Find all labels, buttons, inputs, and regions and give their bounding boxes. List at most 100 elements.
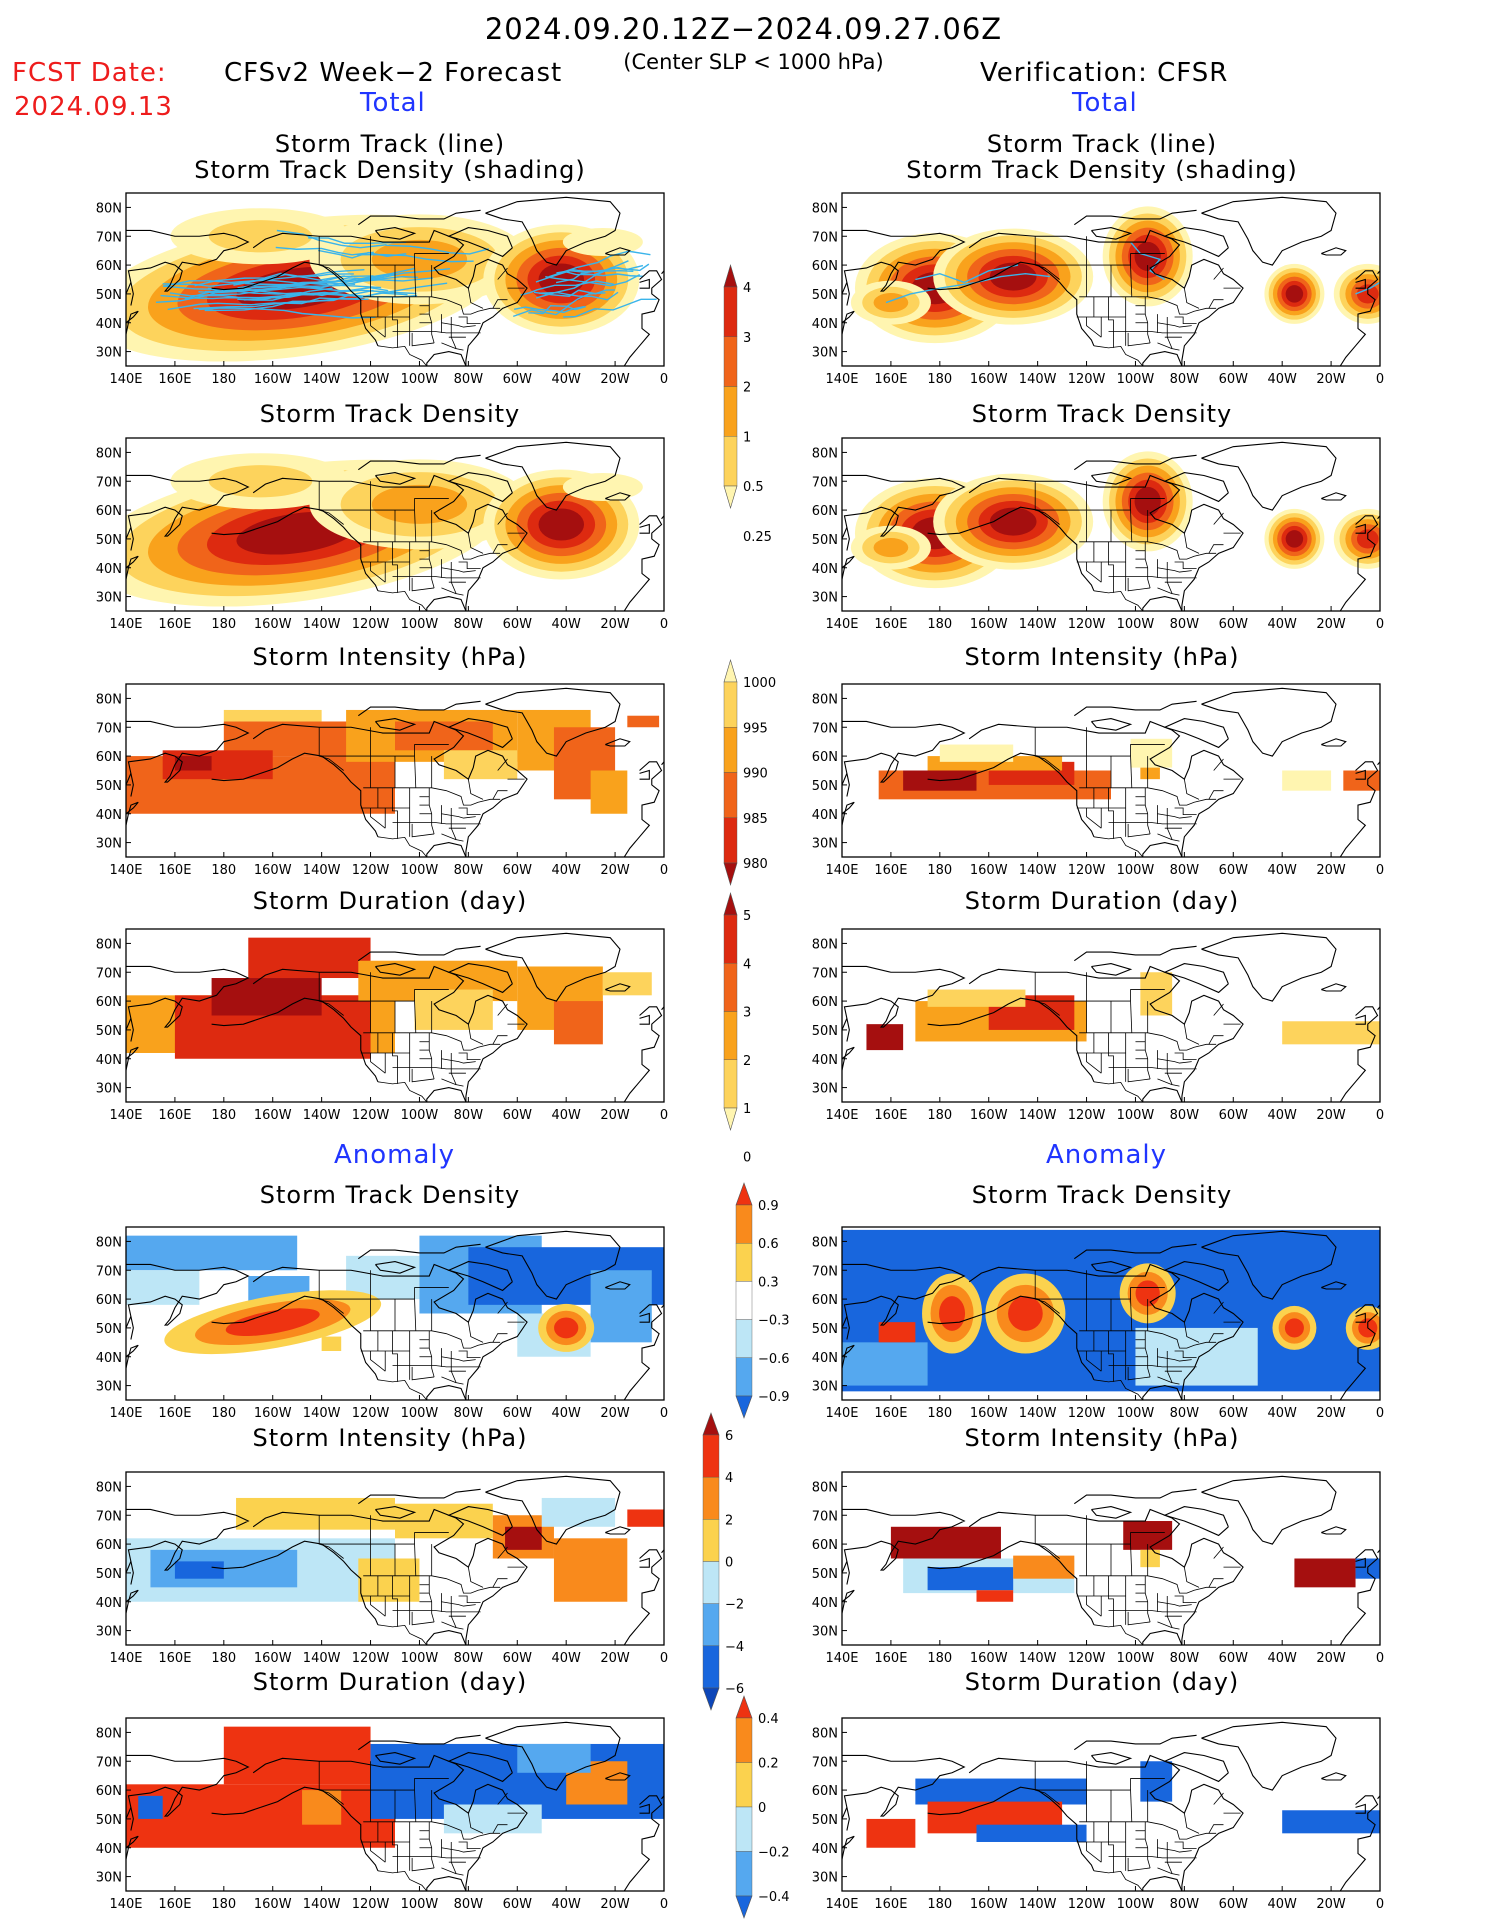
coastline <box>260 506 379 592</box>
coastlines <box>842 441 1380 611</box>
border-line <box>1093 1379 1144 1400</box>
border-line <box>414 1299 417 1331</box>
grid-cell <box>1282 770 1332 791</box>
colorbar-segment <box>702 1561 720 1604</box>
coastline <box>126 1046 139 1071</box>
x-tick-label: 20W <box>600 1108 630 1123</box>
colorbar-label: 0 <box>725 1556 733 1571</box>
border-line <box>370 316 386 338</box>
x-tick-label: 0 <box>1376 372 1384 387</box>
x-tick-label: 100W <box>1117 1651 1155 1666</box>
density-blob <box>208 465 313 498</box>
border-line <box>1079 1575 1217 1594</box>
x-tick-label: 80W <box>454 1897 484 1912</box>
coastline <box>1163 718 1229 749</box>
coastline <box>1339 761 1379 857</box>
border-line <box>318 1515 344 1559</box>
panel-frame <box>125 683 665 858</box>
x-tick-label: 140W <box>1019 863 1057 878</box>
x-tick-label: 140W <box>303 617 341 632</box>
map-content <box>126 441 664 611</box>
grid-cell <box>627 715 660 728</box>
border-line <box>1034 1515 1060 1559</box>
border-line <box>1144 1821 1151 1869</box>
border-line <box>1166 1052 1180 1087</box>
border-line <box>1174 561 1197 570</box>
coastline <box>927 772 977 782</box>
x-tick-label: 60W <box>1219 1651 1249 1666</box>
x-tick-label: 0 <box>1376 1108 1384 1123</box>
colorbar-label: 1 <box>743 430 751 445</box>
x-tick-label: 40W <box>1267 1897 1297 1912</box>
border-line <box>377 1081 428 1102</box>
border-line <box>467 533 484 554</box>
grid-cell <box>939 744 1014 762</box>
coastline <box>927 1560 977 1570</box>
y-tick-label: 40N <box>96 1053 122 1068</box>
density-blob <box>1285 285 1304 303</box>
y-tick-label: 80N <box>812 201 838 216</box>
border-line <box>1093 836 1144 857</box>
border-line <box>414 1544 417 1576</box>
x-tick-label: 80W <box>454 1651 484 1666</box>
density-blob <box>562 473 643 502</box>
border-line <box>492 1578 508 1588</box>
colorbar-segment <box>723 1011 738 1060</box>
grid-cell <box>505 1526 542 1550</box>
border-line <box>467 1322 484 1343</box>
colorbar-label: 3 <box>743 331 751 346</box>
title-l7: Storm Duration (day) <box>252 1668 528 1696</box>
coastline <box>485 196 621 266</box>
x-tick-label: 160E <box>158 1108 191 1123</box>
coastline <box>976 261 1095 347</box>
coastline <box>1321 1772 1347 1781</box>
page-subtitle: (Center SLP < 1000 hPa) <box>623 50 884 74</box>
coastline <box>1321 1526 1347 1535</box>
coastline <box>1074 700 1197 717</box>
colorbar-segment <box>735 1281 753 1320</box>
map-content <box>126 196 664 366</box>
colorbar-label: 0 <box>743 1150 751 1165</box>
panel-frame <box>125 928 665 1103</box>
coastline <box>1142 1087 1183 1102</box>
coastline <box>842 1344 855 1369</box>
density-blob <box>538 508 585 541</box>
grid-cell <box>126 1235 298 1271</box>
coastline <box>1339 1006 1379 1102</box>
x-tick-label: 160W <box>254 1406 292 1421</box>
y-tick-label: 80N <box>812 1235 838 1250</box>
y-tick-label: 60N <box>96 504 122 519</box>
coastline <box>1355 1312 1366 1323</box>
y-tick-label: 50N <box>812 1322 838 1337</box>
colorbar-label: 4 <box>725 1471 733 1486</box>
colorbar-segment <box>723 336 738 387</box>
colorbar-label: −0.3 <box>758 1314 790 1329</box>
x-tick-label: 80W <box>1170 1108 1200 1123</box>
border-line <box>392 1067 481 1070</box>
border-line <box>318 1270 344 1314</box>
x-tick-label: 100W <box>401 1406 439 1421</box>
x-tick-label: 100W <box>1117 617 1155 632</box>
x-tick-label: 180 <box>927 617 952 632</box>
border-line <box>1213 267 1224 280</box>
y-tick-label: 30N <box>96 1625 122 1640</box>
x-tick-label: 0 <box>1376 863 1384 878</box>
coastline <box>968 1263 1244 1400</box>
x-tick-label: 160E <box>874 863 907 878</box>
y-tick-label: 40N <box>96 1842 122 1857</box>
y-tick-label: 60N <box>812 1784 838 1799</box>
coastline <box>130 1316 134 1340</box>
border-line <box>411 577 435 592</box>
storm-track <box>563 298 657 318</box>
colorbar-label: 2 <box>743 381 751 396</box>
coastlines <box>842 932 1380 1102</box>
colorbar-segment <box>735 1806 753 1852</box>
map-content <box>842 1721 1380 1891</box>
panel-frame <box>841 192 1381 367</box>
coastline <box>485 1475 621 1545</box>
storm-track <box>194 272 354 287</box>
colorbar-anom-density: 0.9 0.6 0.3 −0.3 −0.6 −0.9 <box>735 1182 790 1419</box>
borders <box>318 1761 525 1891</box>
border-line <box>318 727 344 771</box>
coastline <box>1163 1752 1229 1783</box>
